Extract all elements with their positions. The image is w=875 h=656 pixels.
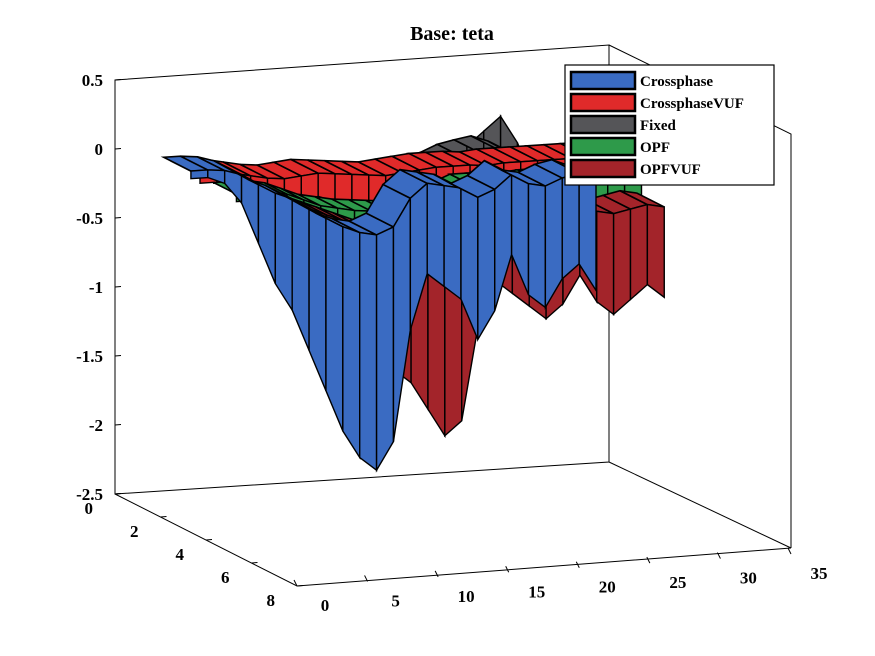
- curtain-cell: [392, 195, 412, 442]
- legend-label: CrossphaseVUF: [640, 96, 744, 112]
- curtain-cell: [527, 182, 547, 309]
- x-tick-label: 5: [391, 591, 400, 610]
- x-tick-mark: [434, 570, 439, 578]
- z-tick-label: 0.5: [82, 71, 103, 90]
- x-axis-ticks: 0 5 10 15 20 25 30 35: [293, 547, 828, 615]
- legend-swatch: [569, 114, 637, 135]
- curtain-cell: [190, 169, 209, 180]
- x-tick-mark: [646, 556, 651, 564]
- z-tick-mark: [114, 79, 122, 81]
- y-tick-label: 2: [130, 522, 139, 541]
- curtain-cell: [291, 197, 310, 351]
- y-tick-mark: [251, 562, 258, 564]
- x-tick-mark: [575, 561, 580, 568]
- z-tick-mark: [114, 355, 122, 357]
- x-tick-mark: [364, 575, 369, 582]
- z-tick-label: -0.5: [76, 209, 103, 228]
- y-tick-label: 6: [221, 568, 230, 587]
- z-tick-label: -1: [89, 278, 103, 297]
- curtain-cell: [308, 207, 327, 391]
- curtain-cell: [477, 188, 496, 343]
- curtain-cell: [375, 225, 395, 473]
- z-tick-label: -1.5: [76, 347, 103, 366]
- y-tick-mark: [205, 539, 213, 541]
- curtain-cell: [612, 208, 632, 316]
- curtain-cell: [359, 231, 378, 472]
- z-tick-mark: [114, 217, 122, 219]
- curtain-cell: [426, 182, 445, 288]
- z-axis-ticks: 0.5 0 -0.5 -1 -1.5 -2 -2.5: [76, 71, 122, 504]
- chart-title: Base: teta: [410, 23, 494, 45]
- z-tick-label: -2: [89, 416, 103, 435]
- x-tick-label: 0: [321, 596, 330, 615]
- x-tick-label: 25: [669, 573, 686, 592]
- y-tick-mark: [114, 493, 122, 495]
- legend-swatch: [569, 136, 637, 157]
- z-tick-mark: [114, 424, 122, 426]
- legend-swatch: [569, 92, 637, 113]
- curtain-cell: [223, 169, 243, 205]
- x-tick-mark: [505, 566, 510, 573]
- curtain-cell: [561, 172, 580, 281]
- curtain-cell: [274, 192, 293, 313]
- legend-label: OPFVUF: [640, 162, 701, 178]
- x-tick-label: 35: [811, 564, 828, 583]
- y-tick-mark: [160, 516, 167, 518]
- y-axis-ticks: 0 2 4 6 8: [85, 493, 304, 610]
- y-tick-label: 8: [267, 591, 276, 610]
- x-tick-label: 15: [528, 582, 545, 601]
- z-tick-mark: [114, 286, 122, 288]
- series-Crossphase: [160, 155, 597, 473]
- curtain-cell: [443, 184, 462, 301]
- z-tick-label: 0: [95, 140, 104, 159]
- x-tick-mark: [716, 552, 721, 559]
- legend-swatch: [569, 158, 637, 179]
- curtain-cell: [629, 203, 649, 302]
- curtain-cell: [240, 173, 260, 244]
- z-tick-label: -2.5: [76, 485, 103, 504]
- x-tick-mark: [293, 579, 298, 587]
- z-tick-mark: [114, 148, 122, 150]
- y-tick-label: 0: [85, 499, 94, 518]
- legend-label: OPF: [640, 140, 670, 156]
- x-tick-label: 20: [599, 578, 616, 597]
- y-tick-label: 4: [176, 545, 185, 564]
- curtain-cell: [257, 182, 277, 284]
- x-tick-label: 30: [740, 569, 757, 588]
- curtain-cell: [342, 225, 361, 460]
- x-tick-label: 10: [458, 587, 475, 606]
- legend-label: Crossphase: [640, 74, 713, 90]
- curtain-cell: [596, 210, 615, 316]
- legend-label: Fixed: [640, 118, 676, 134]
- curtain-cell: [325, 216, 344, 432]
- curtain-cell: [646, 203, 665, 299]
- y-tick-mark: [296, 585, 304, 587]
- legend: Crossphase CrossphaseVUF Fixed OPF OPFVUF: [564, 64, 775, 186]
- surfaces: [160, 113, 665, 473]
- x-tick-mark: [787, 547, 792, 555]
- legend-swatch: [569, 70, 637, 91]
